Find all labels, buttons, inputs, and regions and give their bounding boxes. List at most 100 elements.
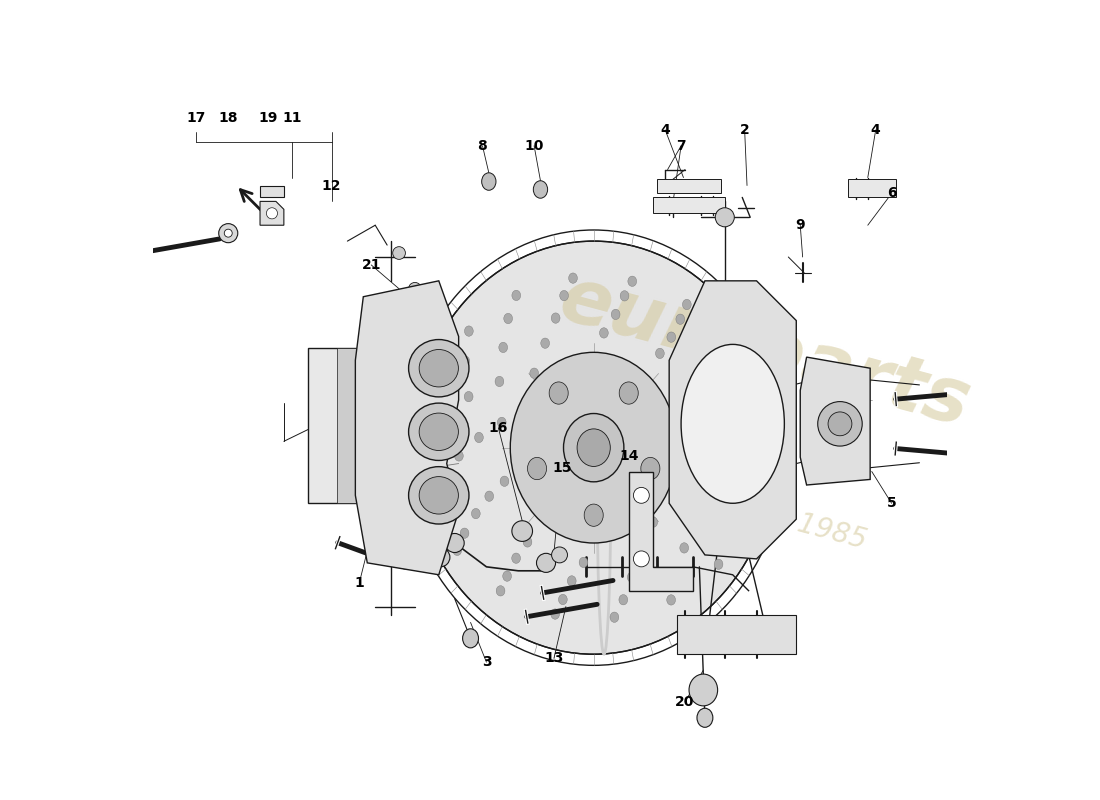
- Ellipse shape: [485, 491, 494, 502]
- Ellipse shape: [726, 340, 735, 350]
- Ellipse shape: [446, 534, 464, 553]
- Ellipse shape: [453, 545, 462, 555]
- Ellipse shape: [411, 241, 777, 654]
- Text: 12: 12: [322, 178, 341, 193]
- Circle shape: [224, 229, 232, 237]
- Ellipse shape: [707, 377, 716, 387]
- Polygon shape: [355, 281, 459, 574]
- Ellipse shape: [438, 472, 446, 482]
- Ellipse shape: [579, 558, 587, 567]
- Ellipse shape: [559, 594, 568, 605]
- Ellipse shape: [461, 356, 470, 366]
- Ellipse shape: [408, 339, 469, 397]
- Ellipse shape: [426, 492, 434, 502]
- Ellipse shape: [680, 542, 689, 553]
- Ellipse shape: [431, 548, 450, 567]
- Text: 4: 4: [660, 123, 670, 137]
- Ellipse shape: [620, 290, 629, 301]
- Ellipse shape: [679, 409, 688, 419]
- Ellipse shape: [760, 451, 769, 462]
- Ellipse shape: [560, 290, 569, 301]
- Ellipse shape: [817, 402, 862, 446]
- Polygon shape: [653, 198, 725, 214]
- Ellipse shape: [627, 572, 636, 582]
- Ellipse shape: [464, 391, 473, 402]
- Text: 8: 8: [477, 138, 487, 153]
- Ellipse shape: [568, 576, 576, 586]
- Text: 20: 20: [675, 695, 695, 709]
- Text: 18: 18: [219, 111, 238, 125]
- Ellipse shape: [619, 382, 638, 404]
- Text: 7: 7: [676, 138, 686, 153]
- Ellipse shape: [495, 376, 504, 386]
- Ellipse shape: [537, 554, 556, 572]
- Ellipse shape: [541, 338, 550, 348]
- Ellipse shape: [689, 674, 717, 706]
- Ellipse shape: [718, 357, 727, 367]
- Text: 14: 14: [619, 449, 639, 462]
- Ellipse shape: [551, 547, 568, 563]
- Text: 19: 19: [258, 111, 277, 125]
- Ellipse shape: [419, 434, 428, 444]
- Ellipse shape: [496, 586, 505, 596]
- Ellipse shape: [704, 453, 713, 463]
- Ellipse shape: [649, 517, 658, 527]
- Text: a passion since 1985: a passion since 1985: [580, 452, 870, 554]
- Ellipse shape: [569, 273, 578, 283]
- Polygon shape: [260, 202, 284, 226]
- Ellipse shape: [578, 429, 610, 466]
- Ellipse shape: [528, 458, 547, 480]
- Ellipse shape: [718, 529, 726, 539]
- Ellipse shape: [482, 173, 496, 190]
- Circle shape: [266, 208, 277, 219]
- Text: 6: 6: [887, 186, 896, 201]
- Ellipse shape: [675, 314, 684, 324]
- Polygon shape: [801, 357, 870, 485]
- Ellipse shape: [714, 559, 723, 570]
- Text: 11: 11: [282, 111, 301, 125]
- Ellipse shape: [681, 344, 784, 503]
- Text: 21: 21: [362, 258, 381, 272]
- Text: 9: 9: [795, 218, 805, 232]
- Ellipse shape: [474, 432, 483, 442]
- Ellipse shape: [524, 537, 532, 547]
- Ellipse shape: [472, 509, 481, 518]
- Ellipse shape: [752, 393, 761, 403]
- Ellipse shape: [408, 403, 469, 461]
- Ellipse shape: [694, 394, 703, 404]
- Text: 13: 13: [544, 651, 563, 665]
- Ellipse shape: [667, 332, 675, 342]
- Ellipse shape: [551, 609, 560, 619]
- Text: 4: 4: [871, 123, 881, 137]
- Ellipse shape: [724, 434, 733, 445]
- Ellipse shape: [610, 612, 618, 622]
- Ellipse shape: [682, 299, 691, 310]
- Ellipse shape: [498, 342, 507, 353]
- Ellipse shape: [408, 466, 469, 524]
- Ellipse shape: [549, 382, 569, 404]
- Ellipse shape: [503, 571, 512, 582]
- Ellipse shape: [408, 282, 421, 295]
- Text: europarts: europarts: [551, 262, 978, 442]
- Circle shape: [393, 246, 406, 259]
- Ellipse shape: [438, 412, 447, 422]
- Ellipse shape: [551, 313, 560, 323]
- Text: 1: 1: [354, 576, 364, 590]
- Ellipse shape: [512, 521, 532, 542]
- Ellipse shape: [463, 629, 478, 648]
- Ellipse shape: [500, 476, 509, 486]
- Circle shape: [634, 487, 649, 503]
- Circle shape: [634, 551, 649, 567]
- Ellipse shape: [563, 414, 624, 482]
- Polygon shape: [658, 179, 720, 194]
- Ellipse shape: [419, 413, 459, 450]
- Ellipse shape: [600, 328, 608, 338]
- Ellipse shape: [638, 547, 647, 558]
- Polygon shape: [848, 179, 895, 198]
- Ellipse shape: [828, 412, 851, 436]
- Polygon shape: [308, 348, 367, 503]
- Polygon shape: [260, 186, 284, 198]
- Ellipse shape: [714, 494, 723, 504]
- Ellipse shape: [512, 553, 520, 563]
- Ellipse shape: [741, 474, 750, 484]
